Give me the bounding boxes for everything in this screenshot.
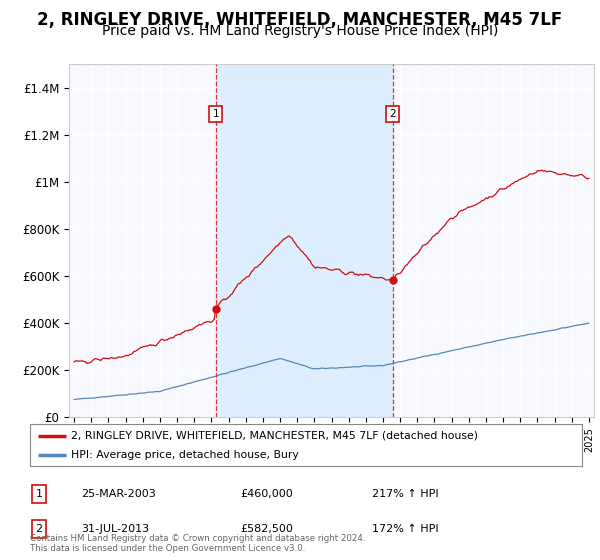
Text: £582,500: £582,500 [240, 524, 293, 534]
Text: 31-JUL-2013: 31-JUL-2013 [81, 524, 149, 534]
Text: Price paid vs. HM Land Registry's House Price Index (HPI): Price paid vs. HM Land Registry's House … [102, 24, 498, 38]
Text: 25-MAR-2003: 25-MAR-2003 [81, 489, 156, 499]
Text: 217% ↑ HPI: 217% ↑ HPI [372, 489, 439, 499]
Text: 1: 1 [35, 489, 43, 499]
Text: 2, RINGLEY DRIVE, WHITEFIELD, MANCHESTER, M45 7LF: 2, RINGLEY DRIVE, WHITEFIELD, MANCHESTER… [37, 11, 563, 29]
Text: 2: 2 [35, 524, 43, 534]
Text: HPI: Average price, detached house, Bury: HPI: Average price, detached house, Bury [71, 450, 299, 460]
Text: £460,000: £460,000 [240, 489, 293, 499]
Text: 1: 1 [212, 109, 219, 119]
Text: Contains HM Land Registry data © Crown copyright and database right 2024.
This d: Contains HM Land Registry data © Crown c… [30, 534, 365, 553]
Text: 172% ↑ HPI: 172% ↑ HPI [372, 524, 439, 534]
Text: 2, RINGLEY DRIVE, WHITEFIELD, MANCHESTER, M45 7LF (detached house): 2, RINGLEY DRIVE, WHITEFIELD, MANCHESTER… [71, 431, 478, 441]
Bar [215, 64, 393, 417]
Text: 2: 2 [389, 109, 396, 119]
